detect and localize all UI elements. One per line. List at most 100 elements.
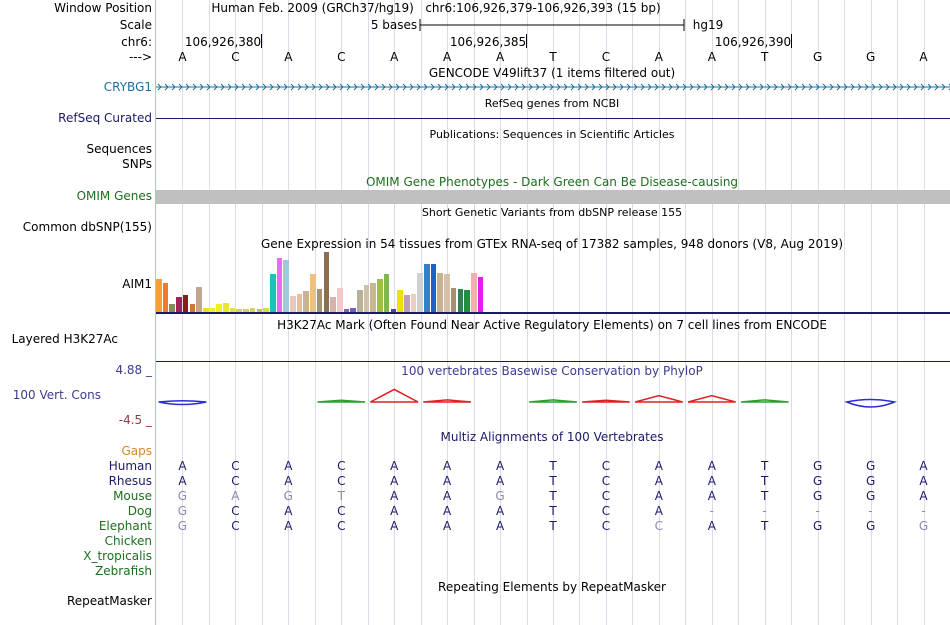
gtex-gene-label[interactable]: AIM1 xyxy=(122,277,152,291)
gtex-tissue-bar[interactable] xyxy=(196,286,202,312)
gtex-tissue-bar[interactable] xyxy=(390,309,397,312)
gtex-tissue-bar[interactable] xyxy=(283,259,289,312)
gtex-tissue-bar[interactable] xyxy=(424,264,430,312)
alignment-base: G xyxy=(813,489,823,503)
sequence-base: A xyxy=(178,50,187,64)
h3k27ac-track-label[interactable]: Layered H3K27Ac xyxy=(11,332,118,346)
h3k27ac-baseline xyxy=(156,361,950,362)
gtex-tissue-bar[interactable] xyxy=(377,279,383,312)
publications-sequences-label[interactable]: Sequences xyxy=(86,142,152,156)
species-label[interactable]: Chicken xyxy=(104,534,152,548)
species-label[interactable]: X_tropicalis xyxy=(83,549,152,563)
alignment-base: A xyxy=(495,459,505,473)
gtex-tissue-bar[interactable] xyxy=(410,294,417,312)
refseq-track-label[interactable]: RefSeq Curated xyxy=(58,111,152,125)
alignment-base: A xyxy=(443,519,452,533)
strand-label: ---> xyxy=(128,50,152,64)
gtex-tissue-bar[interactable] xyxy=(216,304,222,312)
alignment-base: G xyxy=(813,459,823,473)
gtex-tissue-bar[interactable] xyxy=(444,274,450,312)
gtex-tissue-bar[interactable] xyxy=(223,303,229,312)
alignment-base: A xyxy=(284,459,293,473)
gtex-tissue-bar[interactable] xyxy=(450,288,457,312)
gtex-tissue-bar[interactable] xyxy=(156,279,162,312)
alignment-base: A xyxy=(443,489,452,503)
sequence-base: A xyxy=(443,50,452,64)
gencode-track-label[interactable]: CRYBG1 xyxy=(103,80,152,94)
gtex-bar-chart[interactable] xyxy=(156,252,536,312)
gtex-tissue-bar[interactable] xyxy=(209,308,216,312)
alignment-base: A xyxy=(390,504,399,518)
gtex-tissue-bar[interactable] xyxy=(316,289,323,312)
gtex-tissue-bar[interactable] xyxy=(249,308,256,312)
alignment-base: - xyxy=(868,504,873,518)
gtex-tissue-bar[interactable] xyxy=(370,283,377,312)
alignment-base: T xyxy=(337,489,345,503)
gtex-tissue-bar[interactable] xyxy=(383,274,390,312)
tracks-image[interactable]: Human Feb. 2009 (GRCh37/hg19) chr6:106,9… xyxy=(156,0,950,625)
gtex-tissue-bar[interactable] xyxy=(430,264,437,312)
phylop-track-label[interactable]: 100 Vert. Cons xyxy=(12,388,101,402)
gtex-tissue-bar[interactable] xyxy=(256,309,263,312)
species-label[interactable]: Zebrafish xyxy=(95,564,152,578)
gtex-tissue-bar[interactable] xyxy=(310,274,316,312)
gencode-track-title: GENCODE V49lift37 (1 items filtered out) xyxy=(428,66,676,80)
alignment-base: C xyxy=(231,519,240,533)
gtex-tissue-bar[interactable] xyxy=(464,289,470,312)
sequence-base: T xyxy=(761,50,769,64)
gtex-tissue-bar[interactable] xyxy=(336,288,343,312)
gaps-track-label[interactable]: Gaps xyxy=(121,444,152,458)
gtex-tissue-bar[interactable] xyxy=(296,294,303,312)
gtex-tissue-bar[interactable] xyxy=(477,277,484,312)
publications-snps-label[interactable]: SNPs xyxy=(122,157,152,171)
species-label[interactable]: Elephant xyxy=(98,519,152,533)
gtex-tissue-bar[interactable] xyxy=(243,309,249,312)
gtex-tissue-bar[interactable] xyxy=(303,291,310,312)
gtex-tissue-bar[interactable] xyxy=(276,258,283,312)
gtex-tissue-bar[interactable] xyxy=(263,308,269,312)
gtex-tissue-bar[interactable] xyxy=(457,289,464,312)
alignment-base: C xyxy=(601,519,611,533)
gencode-gene-feature[interactable] xyxy=(156,81,950,93)
species-label[interactable]: Dog xyxy=(127,504,152,518)
gtex-tissue-bar[interactable] xyxy=(229,308,236,312)
gtex-tissue-bar[interactable] xyxy=(269,274,276,312)
alignment-base: A xyxy=(919,459,928,473)
gtex-tissue-bar[interactable] xyxy=(343,309,350,312)
gtex-tissue-bar[interactable] xyxy=(162,283,169,312)
species-label[interactable]: Mouse xyxy=(113,489,152,503)
species-label[interactable]: Rhesus xyxy=(108,474,152,488)
coord-tick-1 xyxy=(261,34,262,48)
gtex-tissue-bar[interactable] xyxy=(330,297,336,312)
gtex-tissue-bar[interactable] xyxy=(397,289,403,312)
alignment-base: A xyxy=(654,474,663,488)
alignment-base: A xyxy=(443,504,452,518)
gtex-tissue-bar[interactable] xyxy=(417,273,423,312)
refseq-gene-line[interactable] xyxy=(156,118,950,119)
gtex-tissue-bar[interactable] xyxy=(290,295,296,312)
alignment-base: C xyxy=(231,474,240,488)
alignment-base: - xyxy=(921,504,926,518)
gtex-baseline xyxy=(156,312,950,314)
gtex-tissue-bar[interactable] xyxy=(189,304,196,312)
gtex-tissue-bar[interactable] xyxy=(437,273,444,312)
gtex-tissue-bar[interactable] xyxy=(350,308,356,312)
repeatmasker-track-label[interactable]: RepeatMasker xyxy=(66,594,152,608)
sequence-base: C xyxy=(337,50,346,64)
omim-gene-bar[interactable] xyxy=(156,190,950,204)
gtex-tissue-bar[interactable] xyxy=(169,304,176,312)
species-label[interactable]: Human xyxy=(108,459,152,473)
gtex-tissue-bar[interactable] xyxy=(363,285,370,312)
gtex-tissue-bar[interactable] xyxy=(182,295,189,312)
dbsnp-track-label[interactable]: Common dbSNP(155) xyxy=(22,220,152,234)
gtex-tissue-bar[interactable] xyxy=(176,297,182,312)
phylop-score-mark xyxy=(634,394,683,403)
phylop-plot[interactable] xyxy=(156,378,950,428)
gtex-tissue-bar[interactable] xyxy=(236,309,243,312)
gtex-tissue-bar[interactable] xyxy=(357,289,363,312)
gtex-tissue-bar[interactable] xyxy=(202,308,209,312)
gtex-tissue-bar[interactable] xyxy=(403,295,410,312)
gtex-tissue-bar[interactable] xyxy=(470,273,477,312)
gtex-tissue-bar[interactable] xyxy=(323,252,330,312)
omim-track-label[interactable]: OMIM Genes xyxy=(76,189,152,203)
